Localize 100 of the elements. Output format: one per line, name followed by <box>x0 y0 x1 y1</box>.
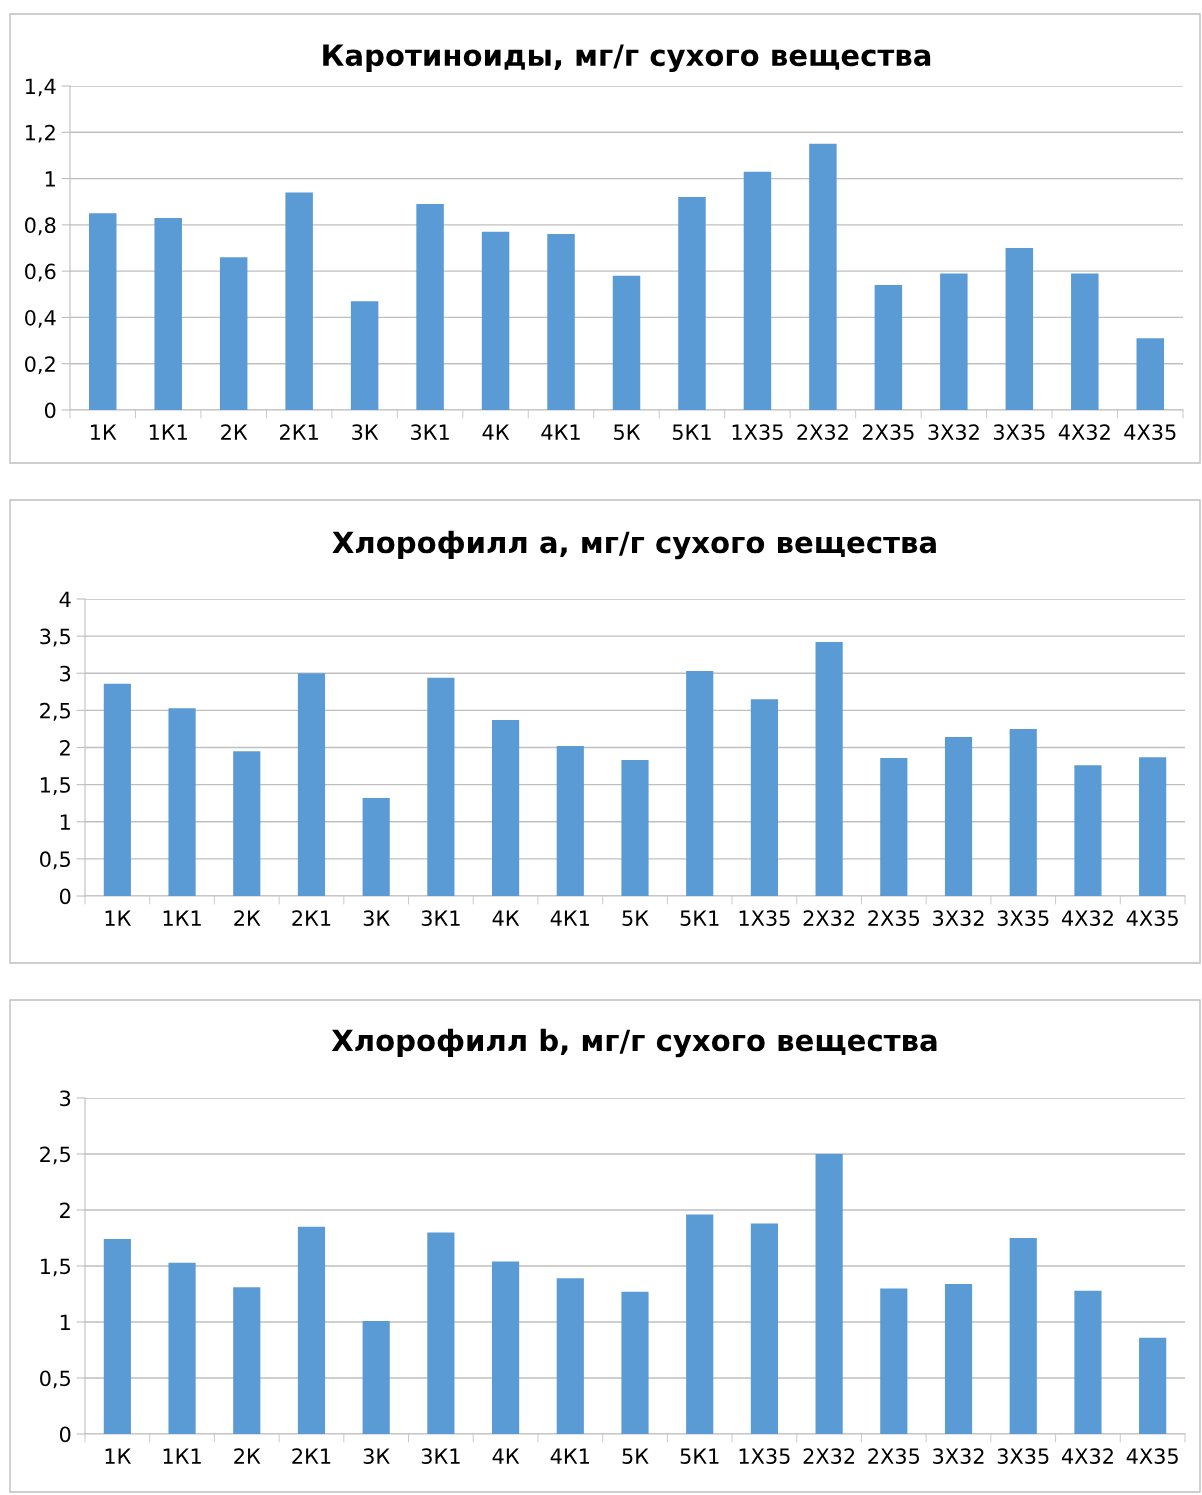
bar <box>815 1154 843 1434</box>
x-tick-label: 2Х35 <box>862 424 914 441</box>
x-tick-label: 5К <box>622 910 649 927</box>
x-tick-label: 2Х32 <box>803 1448 855 1465</box>
x-tick-label: 5К <box>622 1448 649 1465</box>
chart-title: Хлорофилл b, мг/г сухого вещества <box>331 1028 937 1058</box>
bar <box>1139 1337 1167 1434</box>
x-tick-label: 3Х35 <box>993 424 1045 441</box>
bar <box>350 301 379 410</box>
bar <box>874 285 903 410</box>
y-tick-label: 2,5 <box>40 1146 70 1165</box>
bar <box>1005 248 1034 410</box>
x-tick-label: 3К <box>352 424 379 441</box>
x-tick-label: 5К <box>614 424 641 441</box>
y-tick-label: 0,4 <box>25 309 56 328</box>
bar <box>880 1288 908 1434</box>
x-tick-label: 4К <box>482 424 510 440</box>
x-tick-label: 1К <box>105 910 131 926</box>
x-tick-label: 3К <box>363 910 390 927</box>
bar <box>362 797 390 896</box>
x-tick-label: 3Х32 <box>933 1448 984 1465</box>
y-tick-label: 1 <box>45 171 55 187</box>
x-tick-label: 3Х32 <box>933 910 984 927</box>
bar <box>556 1278 584 1434</box>
x-tick-label: 1К <box>91 424 117 440</box>
bar <box>285 192 313 410</box>
bar <box>154 217 182 410</box>
bar <box>1074 1290 1102 1434</box>
x-tick-label: 1К <box>105 1448 131 1464</box>
y-tick-label: 1,5 <box>40 777 70 795</box>
x-tick-label: 4К <box>492 910 520 926</box>
bar <box>1009 1238 1037 1434</box>
x-tick-label: 4Х32 <box>1061 910 1113 927</box>
y-tick-label: 1,5 <box>40 1258 70 1277</box>
y-tick-label: 0,5 <box>40 1370 70 1389</box>
bar <box>1071 273 1099 410</box>
x-tick-label: 3Х35 <box>997 910 1049 927</box>
x-tick-label: 4К1 <box>541 424 580 440</box>
x-tick-label: 4Х32 <box>1058 424 1110 441</box>
y-tick-label: 4 <box>59 591 71 607</box>
y-tick-label: 2,5 <box>40 702 70 721</box>
y-tick-label: 3 <box>60 1090 71 1107</box>
bar <box>1136 338 1165 410</box>
bar <box>815 642 843 896</box>
bar <box>1009 728 1037 896</box>
bar <box>297 673 326 896</box>
bar <box>621 760 649 896</box>
x-tick-label: 1К1 <box>149 424 187 440</box>
x-tick-label: 2К1 <box>292 1448 331 1464</box>
y-tick-label: 0 <box>59 888 71 905</box>
x-tick-label: 4Х35 <box>1124 424 1176 441</box>
x-tick-label: 2К1 <box>292 910 331 926</box>
x-tick-label: 4Х35 <box>1126 1448 1178 1465</box>
y-tick-label: 0,8 <box>25 217 56 236</box>
x-tick-label: 3К1 <box>411 424 449 441</box>
bar <box>219 257 248 410</box>
x-tick-label: 4К <box>492 1448 520 1464</box>
x-tick-label: 4К1 <box>550 1448 590 1464</box>
x-tick-label: 1Х35 <box>739 910 790 927</box>
x-tick-label: 3Х32 <box>928 424 979 441</box>
x-tick-label: 1К1 <box>163 1448 201 1464</box>
x-tick-label: 1Х35 <box>732 424 783 441</box>
x-tick-label: 2Х32 <box>797 424 848 441</box>
y-tick-label: 1,2 <box>25 124 55 143</box>
x-tick-label: 2К <box>234 910 261 926</box>
y-tick-label: 1 <box>60 814 70 830</box>
x-tick-label: 4К1 <box>550 910 590 926</box>
bar <box>103 683 131 896</box>
y-tick-label: 0,6 <box>25 263 56 282</box>
bar <box>297 1226 326 1434</box>
y-tick-label: 0,2 <box>25 356 55 375</box>
y-tick-label: 0,5 <box>40 851 70 870</box>
x-tick-label: 5К1 <box>680 910 719 927</box>
bar <box>809 143 837 410</box>
y-tick-label: 2 <box>60 1202 70 1218</box>
bar <box>678 197 706 410</box>
x-tick-label: 2К <box>234 1448 261 1464</box>
bar <box>168 708 196 896</box>
bar <box>750 1223 778 1434</box>
y-tick-label: 0 <box>59 1426 71 1443</box>
bar <box>168 1262 196 1434</box>
bar <box>940 273 968 410</box>
y-tick-label: 3 <box>60 665 71 682</box>
x-tick-label: 5К1 <box>672 424 711 441</box>
chart-title: Каротиноиды, мг/г сухого вещества <box>323 44 931 73</box>
y-tick-label: 2 <box>60 739 70 756</box>
x-tick-label: 3Х35 <box>997 1448 1049 1465</box>
bar <box>880 757 908 896</box>
x-tick-label: 4Х35 <box>1126 910 1178 927</box>
x-tick-label: 2Х35 <box>868 910 920 927</box>
bar <box>556 746 584 896</box>
bar <box>621 1291 649 1434</box>
bar <box>686 671 714 896</box>
x-tick-label: 2Х32 <box>803 910 855 927</box>
x-tick-label: 3К1 <box>421 1448 460 1465</box>
bar <box>1074 765 1102 896</box>
bar <box>944 737 973 896</box>
bar <box>547 234 575 410</box>
y-tick-label: 0 <box>44 402 56 419</box>
bar <box>416 204 444 410</box>
